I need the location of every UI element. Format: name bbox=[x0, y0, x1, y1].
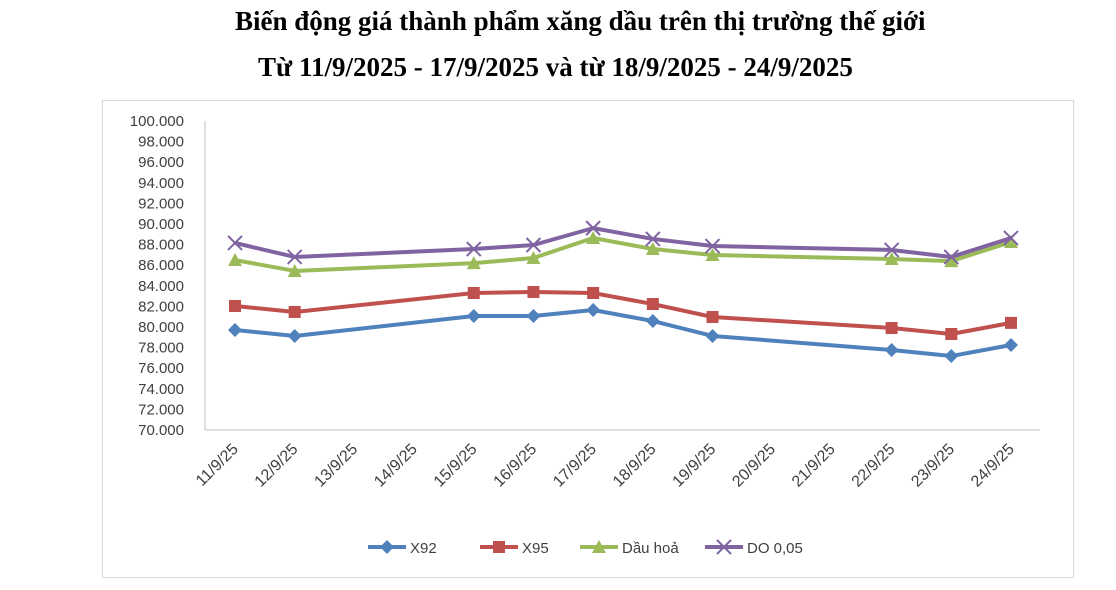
data-point bbox=[228, 253, 242, 267]
data-point bbox=[945, 328, 958, 341]
x-tick-label: 20/9/25 bbox=[729, 441, 779, 491]
chart-subtitle: Từ 11/9/2025 - 17/9/2025 và từ 18/9/2025… bbox=[258, 52, 853, 82]
y-tick-label: 92.000 bbox=[138, 195, 184, 212]
data-point bbox=[883, 242, 900, 258]
legend-marker bbox=[716, 539, 732, 555]
data-point bbox=[227, 235, 243, 251]
x-tick-label: 13/9/25 bbox=[311, 441, 361, 491]
legend-label: X95 bbox=[522, 540, 549, 557]
x-tick-label: 21/9/25 bbox=[789, 441, 839, 491]
data-point bbox=[944, 349, 959, 364]
x-tick-label: 17/9/25 bbox=[550, 441, 600, 491]
data-point bbox=[646, 298, 659, 311]
y-tick-label: 90.000 bbox=[138, 216, 184, 233]
data-point bbox=[705, 248, 720, 262]
data-point bbox=[884, 252, 899, 266]
x-tick-label: 24/9/25 bbox=[968, 441, 1018, 491]
legend-label: DO 0,05 bbox=[747, 540, 803, 557]
x-tick-label: 19/9/25 bbox=[670, 441, 720, 491]
data-point bbox=[705, 328, 720, 343]
legend-marker bbox=[493, 541, 505, 553]
y-tick-label: 78.000 bbox=[138, 340, 184, 357]
y-tick-label: 72.000 bbox=[138, 401, 184, 418]
data-point bbox=[586, 303, 601, 318]
data-point bbox=[526, 250, 541, 264]
chart-area bbox=[102, 100, 1074, 578]
data-point bbox=[466, 308, 481, 323]
data-point bbox=[466, 241, 482, 257]
data-point bbox=[704, 238, 721, 254]
y-tick-label: 82.000 bbox=[138, 298, 184, 315]
series-line-1 bbox=[234, 289, 1012, 337]
x-tick-label: 12/9/25 bbox=[252, 441, 302, 491]
data-point bbox=[526, 308, 541, 323]
x-tick-label: 16/9/25 bbox=[491, 441, 541, 491]
data-point bbox=[527, 285, 540, 298]
data-point bbox=[585, 220, 601, 236]
data-point bbox=[466, 256, 481, 270]
data-point bbox=[287, 263, 302, 277]
y-tick-label: 98.000 bbox=[138, 134, 184, 151]
data-point bbox=[943, 249, 960, 265]
data-point bbox=[1004, 338, 1018, 353]
y-tick-label: 76.000 bbox=[138, 360, 184, 377]
x-tick-label: 22/9/25 bbox=[849, 441, 899, 491]
y-tick-label: 86.000 bbox=[138, 257, 184, 274]
data-point bbox=[228, 322, 242, 337]
data-point bbox=[288, 305, 301, 318]
data-point bbox=[287, 328, 302, 343]
x-tick-label: 18/9/25 bbox=[610, 441, 660, 491]
x-tick-label: 14/9/25 bbox=[371, 441, 421, 491]
data-point bbox=[944, 254, 959, 268]
data-point bbox=[885, 322, 898, 335]
data-point bbox=[706, 311, 719, 324]
chart-title: Biến động giá thành phẩm xăng dầu trên t… bbox=[235, 6, 926, 36]
y-tick-label: 96.000 bbox=[138, 154, 184, 171]
y-tick-label: 88.000 bbox=[138, 237, 184, 254]
data-point bbox=[467, 287, 480, 300]
series-line-2 bbox=[234, 236, 1012, 273]
data-point bbox=[229, 299, 241, 312]
data-point bbox=[884, 342, 899, 357]
y-tick-label: 100.000 bbox=[130, 113, 184, 130]
data-point bbox=[587, 287, 600, 300]
data-point bbox=[645, 231, 661, 247]
x-tick-label: 15/9/25 bbox=[431, 441, 481, 491]
y-tick-label: 94.000 bbox=[138, 175, 184, 192]
y-tick-label: 70.000 bbox=[138, 422, 184, 439]
series-line-3 bbox=[234, 226, 1012, 259]
data-point bbox=[1004, 235, 1018, 249]
series-line-0 bbox=[234, 308, 1012, 359]
y-tick-label: 84.000 bbox=[138, 278, 184, 295]
y-tick-label: 74.000 bbox=[138, 381, 184, 398]
data-point bbox=[645, 242, 660, 256]
data-point bbox=[1005, 316, 1017, 329]
data-point bbox=[1003, 230, 1019, 246]
legend-marker bbox=[380, 540, 394, 554]
x-tick-label: 11/9/25 bbox=[193, 441, 242, 490]
legend-label: X92 bbox=[410, 540, 437, 557]
data-point bbox=[525, 237, 542, 253]
legend-marker bbox=[592, 540, 606, 553]
legend-label: Dầu hoả bbox=[622, 540, 679, 557]
data-point bbox=[645, 314, 660, 329]
data-point bbox=[286, 249, 303, 265]
x-tick-label: 23/9/25 bbox=[908, 441, 958, 491]
y-tick-label: 80.000 bbox=[138, 319, 184, 336]
data-point bbox=[586, 231, 601, 245]
